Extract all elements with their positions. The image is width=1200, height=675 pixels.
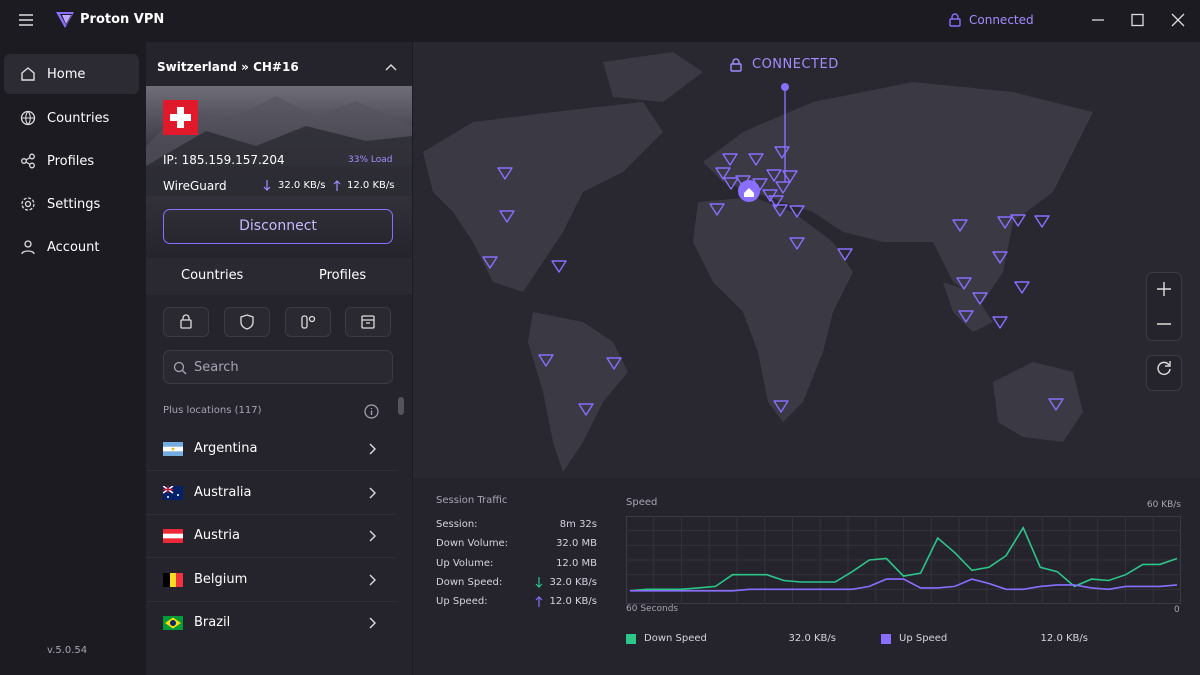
country-row[interactable]: Brazil	[146, 602, 396, 645]
speed-line	[630, 578, 1178, 592]
protocol: WireGuard	[163, 179, 227, 193]
stat-value: 8m 32s	[559, 519, 597, 530]
speed-line	[629, 525, 1178, 592]
country-row[interactable]: Argentina	[146, 428, 396, 471]
nav-settings[interactable]: Settings	[4, 184, 139, 224]
down-arrow	[263, 180, 271, 191]
stat-value: 32.0 KB/s	[549, 576, 597, 588]
legend-name: Down Speed	[644, 633, 707, 644]
lock-icon	[949, 13, 961, 27]
stat-value: 32.0 MB	[556, 538, 597, 550]
list-header: Plus locations (117)	[163, 405, 262, 416]
nav-profiles[interactable]: Profiles	[4, 141, 139, 181]
search-box[interactable]: Search	[163, 350, 393, 384]
legend-swatch	[881, 634, 891, 644]
ip: IP: 185.159.157.204	[163, 153, 285, 167]
stat-label: Down Speed:	[436, 576, 503, 588]
info-icon[interactable]	[364, 404, 379, 419]
tab-bar	[146, 258, 412, 295]
tab-profiles[interactable]: Profiles	[319, 268, 367, 283]
chart-x-label: 60 Seconds	[626, 604, 679, 614]
up-arrow	[333, 180, 341, 191]
nav-label: Profiles	[47, 153, 95, 169]
zoom-controls[interactable]	[1146, 272, 1182, 392]
chart-bottom-label: 0	[1174, 605, 1180, 615]
stat-label: Down Volume:	[436, 538, 509, 550]
server-card	[146, 86, 412, 256]
search-icon	[173, 361, 187, 375]
disconnect-button[interactable]: Disconnect	[163, 209, 393, 244]
window-controls[interactable]	[1090, 13, 1185, 27]
nav-label: Countries	[47, 110, 110, 126]
country-row[interactable]: Belgium	[146, 559, 396, 602]
app-name: Proton VPN	[80, 12, 165, 27]
nav-label: Account	[47, 239, 100, 255]
speed-chart	[626, 516, 1181, 604]
filter-shield[interactable]	[224, 307, 270, 337]
status: Connected	[969, 13, 1034, 27]
search-placeholder: Search	[194, 360, 239, 375]
filter-p2p[interactable]	[285, 307, 331, 337]
stat-label: Up Speed:	[436, 596, 488, 608]
logo	[56, 12, 74, 28]
stat-label: Session:	[436, 519, 478, 530]
country-name: Argentina	[194, 441, 258, 456]
nav-account[interactable]: Account	[4, 227, 139, 267]
stats-panel	[413, 478, 1200, 675]
nav-label: Settings	[47, 196, 101, 212]
country-row[interactable]: Austria	[146, 515, 396, 558]
tab-countries[interactable]: Countries	[181, 268, 244, 283]
collapse-icon[interactable]	[385, 63, 397, 71]
server-name: Switzerland » CH#16	[157, 60, 299, 74]
menu-icon[interactable]	[18, 13, 34, 27]
load: 33% Load	[348, 155, 393, 165]
country-name: Brazil	[194, 615, 231, 630]
stat-value: 12.0 KB/s	[549, 596, 597, 608]
country-row[interactable]: Australia	[146, 472, 396, 515]
scrollbar[interactable]	[398, 397, 404, 415]
map-status: CONNECTED	[752, 57, 839, 72]
down-arrow	[535, 577, 543, 588]
filter-secure[interactable]	[163, 307, 209, 337]
up-arrow	[535, 596, 543, 607]
up-rate: 12.0 KB/s	[347, 180, 395, 191]
down-rate: 32.0 KB/s	[278, 180, 326, 191]
chart-title: Speed	[626, 497, 658, 508]
session-title: Session Traffic	[436, 495, 508, 506]
stat-value: 12.0 MB	[556, 557, 597, 569]
legend-name: Up Speed	[899, 633, 948, 644]
legend-value: 32.0 KB/s	[788, 633, 836, 644]
nav-label: Home	[47, 66, 86, 82]
legend-swatch	[626, 634, 636, 644]
country-name: Austria	[194, 528, 240, 543]
chart-top-label: 60 KB/s	[1146, 500, 1181, 510]
filter-tor[interactable]	[345, 307, 391, 337]
legend-value: 12.0 KB/s	[1040, 633, 1088, 644]
stat-label: Up Volume:	[436, 557, 494, 569]
country-name: Belgium	[194, 572, 248, 587]
country-name: Australia	[194, 485, 252, 500]
nav-home[interactable]: Home	[4, 54, 139, 94]
map[interactable]	[413, 42, 1200, 478]
nav-countries[interactable]: Countries	[4, 98, 139, 138]
version: v.5.0.54	[47, 645, 88, 656]
